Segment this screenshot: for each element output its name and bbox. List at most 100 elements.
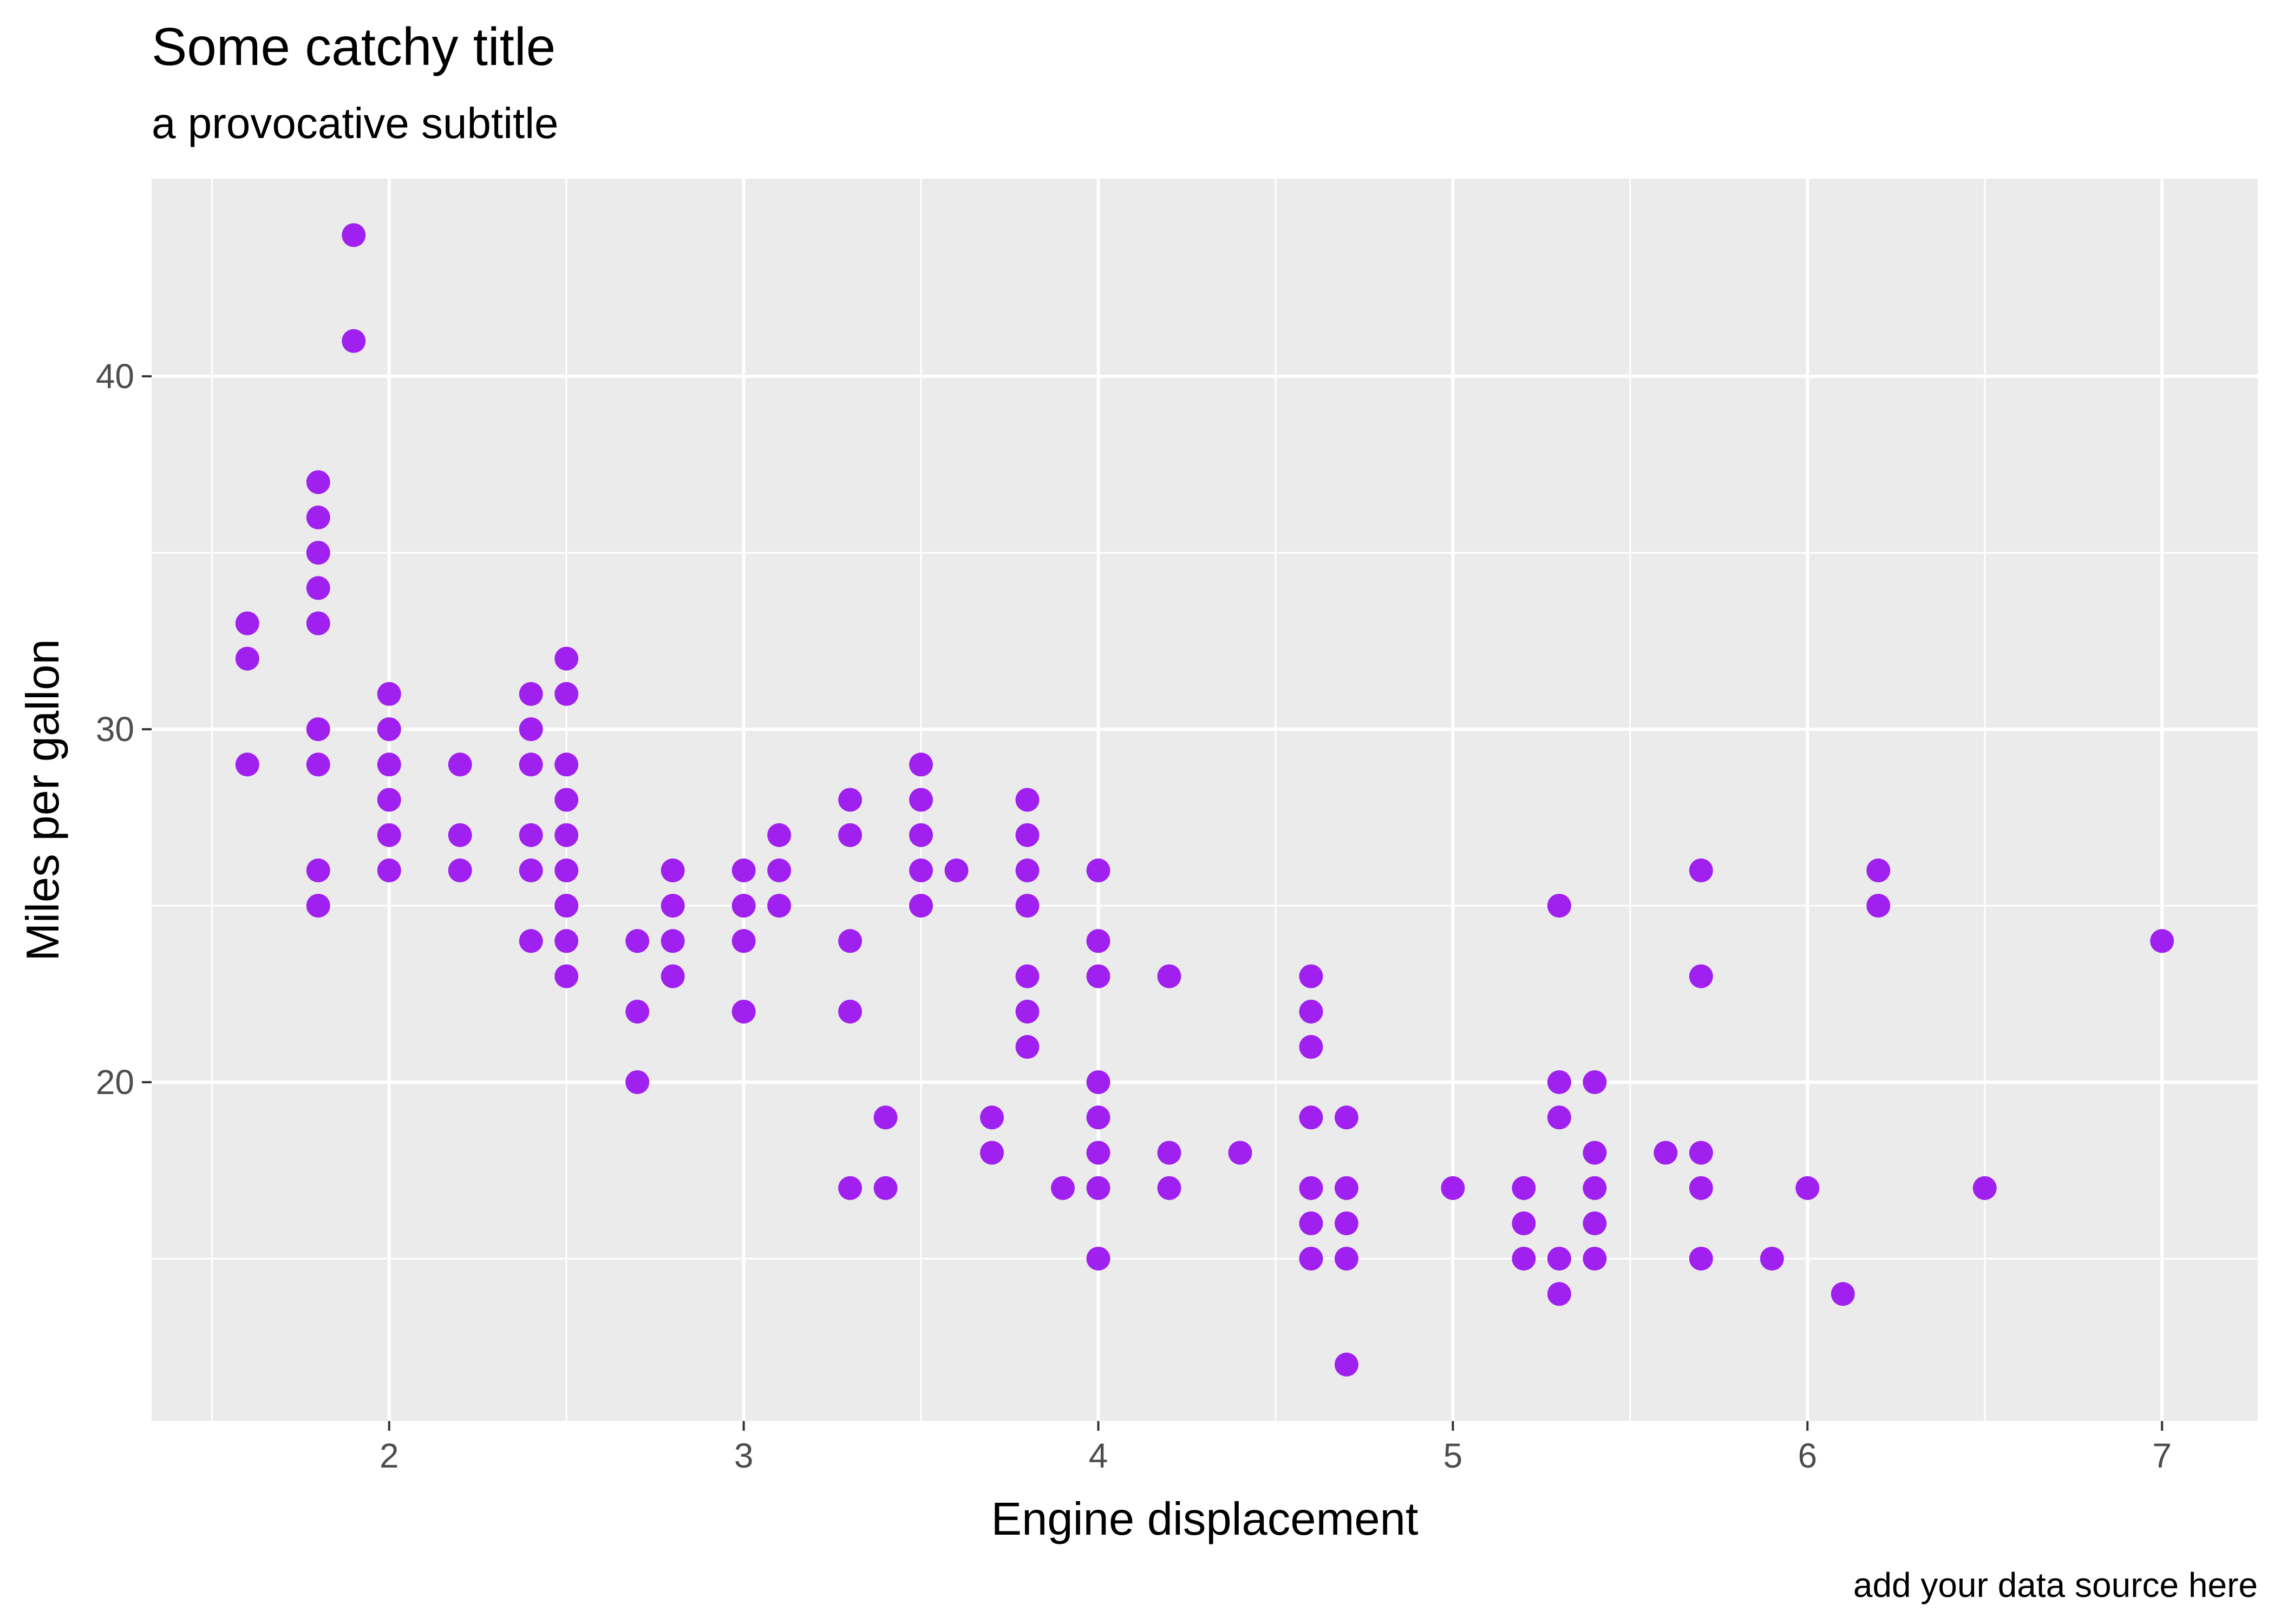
plot-panel bbox=[152, 179, 2258, 1421]
data-point bbox=[873, 1176, 898, 1200]
data-point bbox=[377, 717, 401, 742]
data-point bbox=[554, 964, 579, 988]
data-point bbox=[235, 646, 259, 671]
data-point bbox=[731, 894, 756, 918]
data-point bbox=[342, 329, 366, 353]
data-point bbox=[1441, 1176, 1465, 1200]
x-axis: 2 3 4 5 6 7 bbox=[380, 1421, 2172, 1475]
data-point bbox=[909, 823, 933, 847]
data-point bbox=[1299, 1247, 1323, 1271]
x-tick-label: 6 bbox=[1798, 1436, 1818, 1475]
x-tick-label: 7 bbox=[2152, 1436, 2172, 1475]
data-point bbox=[1795, 1176, 1820, 1200]
data-point bbox=[1583, 1211, 1607, 1235]
x-tick-label: 2 bbox=[380, 1436, 399, 1475]
data-point bbox=[1015, 894, 1040, 918]
data-point bbox=[1334, 1211, 1358, 1235]
data-point bbox=[1015, 999, 1040, 1024]
data-point bbox=[519, 752, 543, 777]
data-point bbox=[1583, 1247, 1607, 1271]
data-point bbox=[1972, 1176, 1997, 1200]
data-point bbox=[1512, 1176, 1536, 1200]
data-point bbox=[1583, 1070, 1607, 1095]
data-point bbox=[1512, 1211, 1536, 1235]
data-point bbox=[306, 470, 330, 494]
data-point bbox=[873, 1105, 898, 1130]
data-point bbox=[1760, 1247, 1784, 1271]
data-point bbox=[1299, 1034, 1323, 1059]
data-point bbox=[1051, 1176, 1075, 1200]
data-point bbox=[448, 823, 472, 847]
data-point bbox=[554, 682, 579, 706]
minor-gridlines bbox=[152, 179, 2258, 1421]
data-point bbox=[1086, 929, 1110, 953]
data-point bbox=[767, 858, 792, 882]
data-point bbox=[909, 788, 933, 812]
data-point bbox=[1334, 1176, 1358, 1200]
data-point bbox=[661, 858, 685, 882]
data-point bbox=[767, 823, 792, 847]
data-point bbox=[1334, 1352, 1358, 1377]
data-point bbox=[1547, 1282, 1571, 1306]
data-point bbox=[554, 788, 579, 812]
data-point bbox=[554, 894, 579, 918]
data-point bbox=[306, 894, 330, 918]
data-point bbox=[235, 752, 259, 777]
data-point bbox=[625, 1070, 650, 1095]
data-point bbox=[1299, 999, 1323, 1024]
data-point bbox=[235, 611, 259, 636]
data-point bbox=[1015, 858, 1040, 882]
y-tick-label: 40 bbox=[96, 357, 134, 396]
data-point bbox=[625, 929, 650, 953]
data-point bbox=[377, 823, 401, 847]
data-points bbox=[235, 223, 2174, 1377]
data-point bbox=[1015, 788, 1040, 812]
data-point bbox=[1086, 1141, 1110, 1165]
data-point bbox=[1547, 894, 1571, 918]
data-point bbox=[1866, 858, 1891, 882]
data-point bbox=[731, 929, 756, 953]
data-point bbox=[1015, 964, 1040, 988]
data-point bbox=[1334, 1247, 1358, 1271]
data-point bbox=[1228, 1141, 1252, 1165]
data-point bbox=[519, 929, 543, 953]
data-point bbox=[554, 823, 579, 847]
data-point bbox=[1689, 1176, 1713, 1200]
y-tick-label: 30 bbox=[96, 710, 134, 749]
data-point bbox=[1086, 964, 1110, 988]
data-point bbox=[554, 752, 579, 777]
data-point bbox=[1831, 1282, 1855, 1306]
data-point bbox=[1299, 964, 1323, 988]
data-point bbox=[519, 823, 543, 847]
data-point bbox=[377, 858, 401, 882]
data-point bbox=[944, 858, 969, 882]
data-point bbox=[731, 999, 756, 1024]
data-point bbox=[554, 858, 579, 882]
data-point bbox=[1086, 858, 1110, 882]
data-point bbox=[1015, 1034, 1040, 1059]
data-point bbox=[909, 894, 933, 918]
data-point bbox=[1299, 1105, 1323, 1130]
data-point bbox=[306, 576, 330, 600]
data-point bbox=[661, 964, 685, 988]
x-tick-label: 5 bbox=[1443, 1436, 1463, 1475]
data-point bbox=[838, 823, 862, 847]
data-point bbox=[767, 894, 792, 918]
data-point bbox=[1157, 1176, 1181, 1200]
y-axis: 20 30 40 bbox=[96, 357, 152, 1102]
data-point bbox=[519, 858, 543, 882]
data-point bbox=[1157, 964, 1181, 988]
data-point bbox=[1086, 1070, 1110, 1095]
data-point bbox=[838, 788, 862, 812]
data-point bbox=[909, 752, 933, 777]
data-point bbox=[980, 1141, 1004, 1165]
data-point bbox=[838, 1176, 862, 1200]
data-point bbox=[1086, 1105, 1110, 1130]
data-point bbox=[554, 646, 579, 671]
y-axis-title: Miles per gallon bbox=[17, 639, 69, 961]
data-point bbox=[306, 858, 330, 882]
data-point bbox=[1157, 1141, 1181, 1165]
data-point bbox=[342, 223, 366, 247]
data-point bbox=[1866, 894, 1891, 918]
